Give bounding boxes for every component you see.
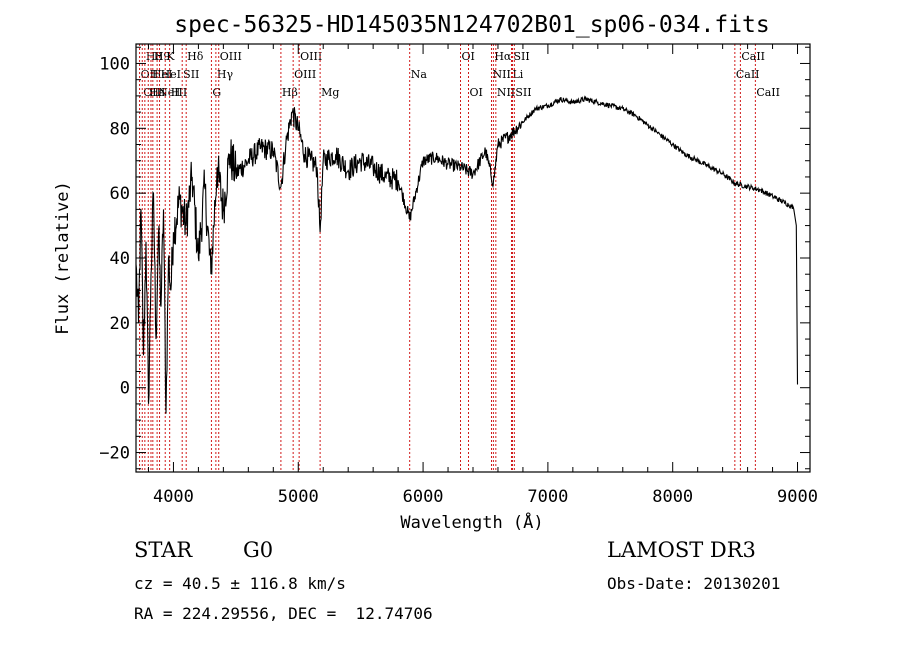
spectral-line-markers: OIIOIIIH8HεHeIH9NeIIIHeIKHSIIHδGHγOIIIHβ… [139, 44, 780, 472]
x-axis-label: Wavelength (Å) [400, 511, 543, 533]
line-label-30: CaII [756, 86, 780, 99]
line-label-25: Li [512, 68, 523, 81]
x-tick-label-5000: 5000 [278, 487, 319, 507]
line-label-13: Hγ [217, 68, 234, 81]
line-label-12: G [212, 86, 221, 99]
line-label-8: K [166, 50, 175, 63]
survey-name: LAMOST DR3 [607, 538, 756, 562]
line-label-10: SII [183, 68, 199, 81]
line-label-15: Hβ [282, 86, 298, 99]
x-tick-label-8000: 8000 [652, 487, 693, 507]
line-label-14: OIII [220, 50, 242, 63]
y-tick-label-100: 100 [99, 54, 130, 74]
axes: 4000 5000 6000 7000 8000 9000 −20 0 20 40 60 80 100 [99, 44, 818, 507]
chart-title: spec-56325-HD145035N124702B01_sp06-034.f… [174, 12, 769, 38]
x-tick-label-6000: 6000 [403, 487, 444, 507]
line-label-18: Mg [321, 86, 339, 99]
y-tick-label-0: 0 [120, 379, 130, 399]
x-tick-label-7000: 7000 [527, 487, 568, 507]
x-tick-label-4000: 4000 [153, 487, 194, 507]
observation-date: Obs-Date: 20130201 [607, 574, 781, 593]
plot-frame [135, 43, 811, 473]
line-label-16: OIII [294, 68, 316, 81]
line-label-23: Hα [494, 50, 512, 63]
y-tick-label--20: −20 [99, 444, 130, 464]
y-axis-label: Flux (relative) [53, 181, 73, 335]
flux-series-line [135, 95, 799, 414]
line-label-26: SII [513, 50, 529, 63]
object-subclass: G0 [243, 538, 274, 562]
object-class: STAR [134, 538, 193, 562]
line-label-17: OIII [300, 50, 322, 63]
line-label-9: H [171, 86, 181, 99]
y-tick-label-60: 60 [110, 184, 130, 204]
line-label-2: H8 [146, 50, 163, 63]
line-label-27: SII [515, 86, 531, 99]
y-tick-label-20: 20 [110, 314, 130, 334]
line-label-21: OI [470, 86, 483, 99]
line-label-22: NII [492, 68, 510, 81]
line-label-28: CaII [736, 68, 760, 81]
line-label-7: HeI [161, 68, 181, 81]
y-tick-label-40: 40 [110, 249, 130, 269]
x-tick-label-9000: 9000 [777, 487, 818, 507]
line-label-19: Na [411, 68, 428, 81]
line-label-5: H9 [154, 50, 171, 63]
line-label-29: CaII [741, 50, 765, 63]
line-label-11: Hδ [187, 50, 204, 63]
y-tick-label-80: 80 [110, 119, 130, 139]
line-label-24: NII [497, 86, 515, 99]
redshift-value: cz = 40.5 ± 116.8 km/s [134, 574, 346, 593]
coordinates: RA = 224.29556, DEC = 12.74706 [134, 604, 433, 623]
